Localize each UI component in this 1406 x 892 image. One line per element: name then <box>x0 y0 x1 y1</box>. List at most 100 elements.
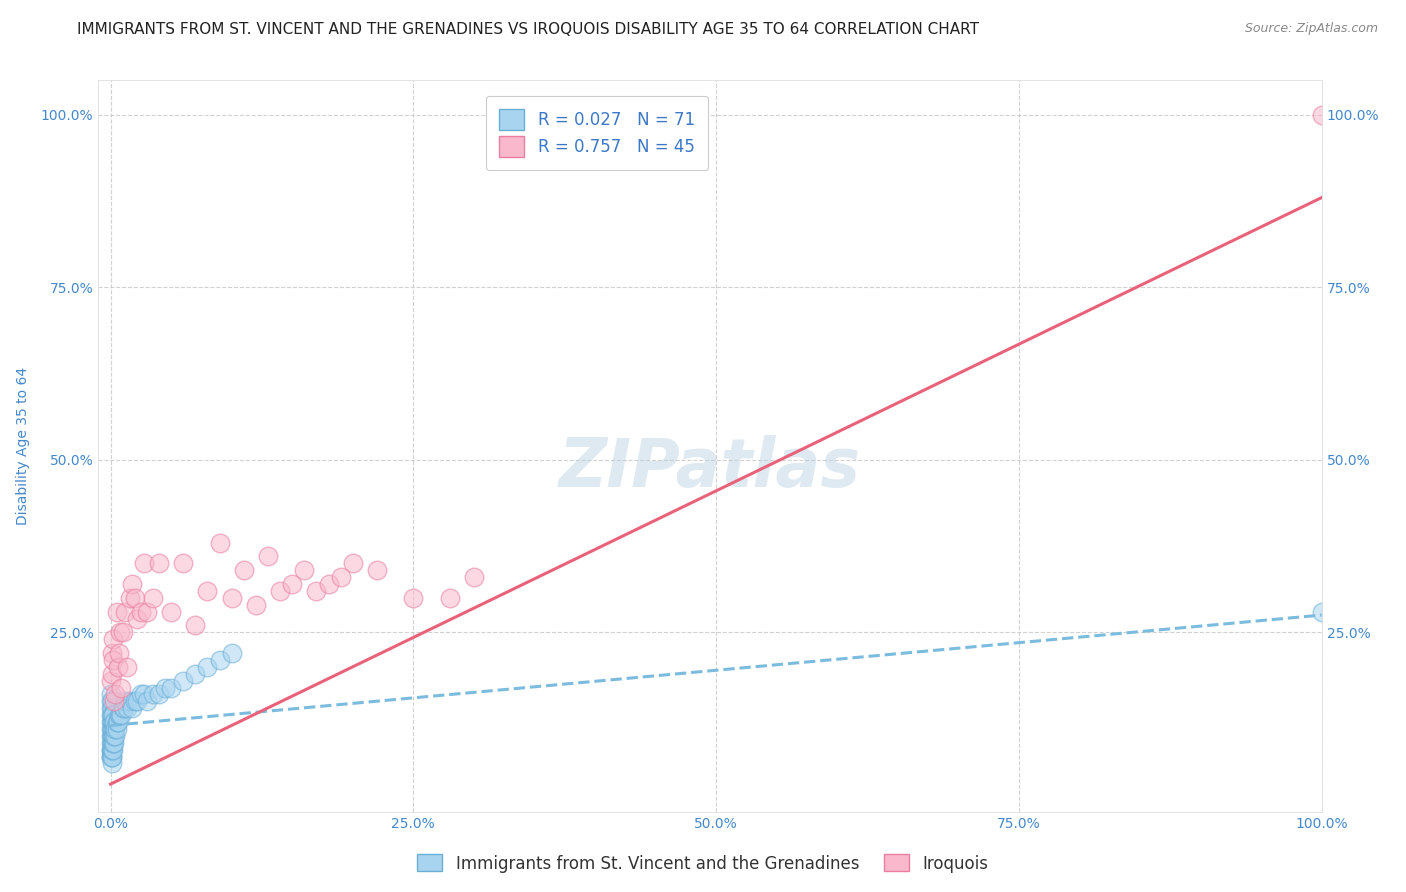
Point <box>221 591 243 605</box>
Point <box>142 591 165 605</box>
Point <box>104 729 127 743</box>
Point <box>142 687 165 701</box>
Point <box>118 591 141 605</box>
Point <box>1310 108 1333 122</box>
Text: Source: ZipAtlas.com: Source: ZipAtlas.com <box>1244 22 1378 36</box>
Point <box>463 570 485 584</box>
Point <box>100 742 122 756</box>
Point <box>129 687 152 701</box>
Point <box>148 557 170 571</box>
Point <box>100 736 122 750</box>
Point <box>103 736 125 750</box>
Point <box>100 708 122 723</box>
Point <box>100 701 122 715</box>
Point <box>134 557 156 571</box>
Point <box>104 687 127 701</box>
Point <box>127 611 149 625</box>
Point <box>100 673 122 688</box>
Point <box>160 681 183 695</box>
Point <box>100 714 122 729</box>
Point <box>100 742 122 756</box>
Point <box>129 605 152 619</box>
Point <box>402 591 425 605</box>
Point <box>366 563 388 577</box>
Point <box>101 653 124 667</box>
Point <box>439 591 461 605</box>
Point <box>172 557 194 571</box>
Point <box>100 749 122 764</box>
Point <box>101 729 124 743</box>
Point <box>105 605 128 619</box>
Point <box>100 708 122 723</box>
Point <box>127 694 149 708</box>
Point <box>100 714 122 729</box>
Point <box>134 687 156 701</box>
Point <box>292 563 315 577</box>
Point <box>104 722 127 736</box>
Point <box>135 694 157 708</box>
Point <box>100 729 122 743</box>
Point <box>121 577 143 591</box>
Point <box>107 660 129 674</box>
Point <box>100 694 122 708</box>
Point <box>100 742 122 756</box>
Point <box>100 749 122 764</box>
Point <box>110 625 132 640</box>
Point <box>101 714 124 729</box>
Point <box>1310 605 1333 619</box>
Point <box>101 632 124 647</box>
Point <box>197 660 219 674</box>
Point <box>107 714 129 729</box>
Point <box>100 736 122 750</box>
Legend: R = 0.027   N = 71, R = 0.757   N = 45: R = 0.027 N = 71, R = 0.757 N = 45 <box>486 96 709 170</box>
Point <box>100 666 122 681</box>
Point <box>208 653 231 667</box>
Point <box>101 722 124 736</box>
Point <box>100 646 122 660</box>
Point <box>100 756 122 771</box>
Point <box>101 736 124 750</box>
Point <box>100 742 122 756</box>
Point <box>100 722 122 736</box>
Point <box>105 714 128 729</box>
Point <box>110 708 132 723</box>
Point <box>342 557 364 571</box>
Point <box>305 583 328 598</box>
Point <box>160 605 183 619</box>
Point <box>208 535 231 549</box>
Point <box>281 577 304 591</box>
Point <box>111 701 134 715</box>
Point <box>117 701 139 715</box>
Point <box>111 625 134 640</box>
Point <box>101 708 124 723</box>
Text: ZIPatlas: ZIPatlas <box>560 435 860 501</box>
Point <box>329 570 352 584</box>
Point <box>108 646 131 660</box>
Point <box>100 729 122 743</box>
Point <box>100 729 122 743</box>
Point <box>103 729 125 743</box>
Point <box>101 742 124 756</box>
Point <box>100 722 122 736</box>
Point <box>232 563 254 577</box>
Point <box>124 694 146 708</box>
Text: IMMIGRANTS FROM ST. VINCENT AND THE GRENADINES VS IROQUOIS DISABILITY AGE 35 TO : IMMIGRANTS FROM ST. VINCENT AND THE GREN… <box>77 22 980 37</box>
Point <box>184 666 207 681</box>
Point <box>221 646 243 660</box>
Point <box>148 687 170 701</box>
Point <box>101 736 124 750</box>
Point <box>121 701 143 715</box>
Point <box>117 660 139 674</box>
Point <box>269 583 291 598</box>
Point <box>100 749 122 764</box>
Y-axis label: Disability Age 35 to 64: Disability Age 35 to 64 <box>15 367 30 525</box>
Point <box>105 722 128 736</box>
Point <box>153 681 176 695</box>
Point <box>100 687 122 701</box>
Point <box>110 708 132 723</box>
Point <box>101 729 124 743</box>
Point <box>108 708 131 723</box>
Legend: Immigrants from St. Vincent and the Grenadines, Iroquois: Immigrants from St. Vincent and the Gren… <box>411 847 995 880</box>
Point <box>112 701 135 715</box>
Point <box>118 694 141 708</box>
